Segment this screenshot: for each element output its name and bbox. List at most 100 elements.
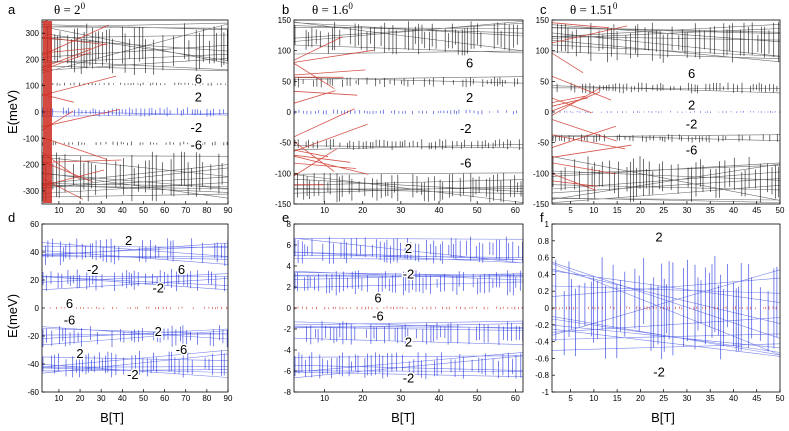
x-tick-label: 40 [118, 206, 127, 215]
band-a-2 [42, 107, 228, 117]
spectrum-e [294, 236, 523, 380]
title-superscript: 0 [613, 1, 618, 11]
x-axis-label-f: B[T] [651, 410, 675, 425]
x-tick-label: 30 [396, 394, 405, 403]
band-stripes [552, 156, 780, 203]
y-tick-label: 0 [545, 108, 550, 117]
band-fan-lines [294, 271, 523, 288]
band-b-2 [294, 109, 517, 115]
gap-label: -6 [191, 138, 203, 153]
panel-letter-c: c [540, 2, 547, 17]
y-axis-label-top: E(meV) [5, 90, 20, 134]
red-fan-lines [294, 36, 374, 186]
y-tick-label: 20 [30, 276, 39, 285]
band-fan-lines [552, 24, 780, 63]
y-tick-label: -100 [23, 134, 40, 143]
band-fan-lines [294, 144, 523, 151]
band-d-1 [42, 268, 228, 292]
x-tick-label: 10 [54, 394, 63, 403]
spectrum-b [294, 21, 523, 203]
x-tick-label: 90 [224, 206, 233, 215]
gap-label: -2 [87, 262, 99, 277]
y-tick-label: 0 [287, 108, 292, 117]
band-fan-lines [294, 172, 523, 203]
band-fan-lines [42, 349, 228, 378]
x-tick-label: 10 [589, 394, 598, 403]
x-tick-label: 20 [358, 394, 367, 403]
x-tick-label: 35 [706, 394, 715, 403]
x-tick-label: 10 [320, 394, 329, 403]
y-tick-label: 100 [278, 47, 292, 56]
panel-title-c: θ = 1.510 [570, 1, 618, 17]
title-text: θ = 1.6 [312, 2, 349, 17]
band-stripes [49, 306, 228, 310]
y-tick-label: 0 [35, 108, 40, 117]
band-fan-lines [552, 134, 780, 141]
x-tick-label: 25 [659, 206, 668, 215]
band-fan-lines [42, 22, 228, 74]
band-stripes [294, 77, 518, 88]
y-tick-label: 0.2 [538, 287, 550, 296]
x-tick-label: 20 [636, 394, 645, 403]
gap-label: 2 [655, 229, 662, 244]
y-tick-label: -2 [284, 325, 292, 334]
x-tick-label: 70 [181, 206, 190, 215]
band-a-0 [42, 22, 228, 75]
y-tick-label: -50 [279, 139, 291, 148]
band-fan-lines [294, 237, 523, 264]
band-c-0 [552, 21, 780, 63]
y-tick-label: -50 [537, 139, 549, 148]
band-stripes [306, 321, 523, 346]
panel-letter-d: d [8, 210, 15, 225]
y-tick-label: 200 [26, 55, 40, 64]
panel-a: 10 20 30 40 50 60 70 80 903002001000-100-200-300… [8, 1, 233, 215]
y-tick-label: -0.4 [535, 338, 549, 347]
y-tick-label: -8 [284, 388, 292, 397]
x-tick-label: 70 [181, 394, 190, 403]
band-fan-lines [42, 273, 228, 291]
x-tick-label: 5 [568, 206, 573, 215]
x-tick-label: 45 [752, 206, 761, 215]
gap-label: 2 [195, 90, 202, 105]
x-tick-label: 40 [118, 394, 127, 403]
x-tick-label: 30 [682, 206, 691, 215]
x-tick-label: 30 [682, 394, 691, 403]
band-stripes [555, 256, 778, 360]
x-tick-label: 50 [139, 394, 148, 403]
band-stripes [294, 306, 523, 310]
y-tick-label: 0.4 [538, 270, 550, 279]
gap-label: 6 [466, 56, 473, 71]
panel-letter-b: b [282, 2, 289, 17]
band-e-0 [294, 236, 523, 264]
x-tick-label: 15 [613, 206, 622, 215]
band-fan-lines [42, 242, 228, 265]
gap-label: -6 [176, 342, 188, 357]
band-d-2 [49, 306, 228, 310]
panel-title-b: θ = 1.60 [312, 1, 353, 17]
band-fan-lines [552, 156, 780, 203]
y-tick-label: -40 [27, 360, 39, 369]
x-tick-label: 90 [224, 394, 233, 403]
gap-label: -2 [686, 116, 698, 131]
gap-label: 6 [178, 262, 185, 277]
y-tick-label: 0 [287, 304, 292, 313]
x-tick-label: 40 [729, 206, 738, 215]
x-tick-label: 60 [511, 206, 520, 215]
gap-label: 2 [125, 233, 132, 248]
y-tick-label: 8 [287, 220, 292, 229]
x-tick-label: 80 [202, 206, 211, 215]
y-tick-label: -4 [284, 346, 292, 355]
x-tick-label: 20 [636, 206, 645, 215]
x-tick-label: 40 [729, 394, 738, 403]
y-tick-label: 0 [35, 304, 40, 313]
gap-label: 2 [688, 97, 695, 112]
y-tick-label: 0 [545, 304, 550, 313]
y-tick-label: -150 [533, 200, 550, 209]
gap-label: 6 [688, 66, 695, 81]
panel-letter-e: e [282, 210, 289, 225]
x-tick-label: 50 [473, 206, 482, 215]
y-tick-label: 40 [30, 248, 39, 257]
panel-c: 5 10 15 20 25 30 35 40 45 50150100500-50-100-1506… [533, 1, 785, 215]
x-tick-label: 50 [776, 394, 785, 403]
gap-label: 2 [155, 324, 162, 339]
